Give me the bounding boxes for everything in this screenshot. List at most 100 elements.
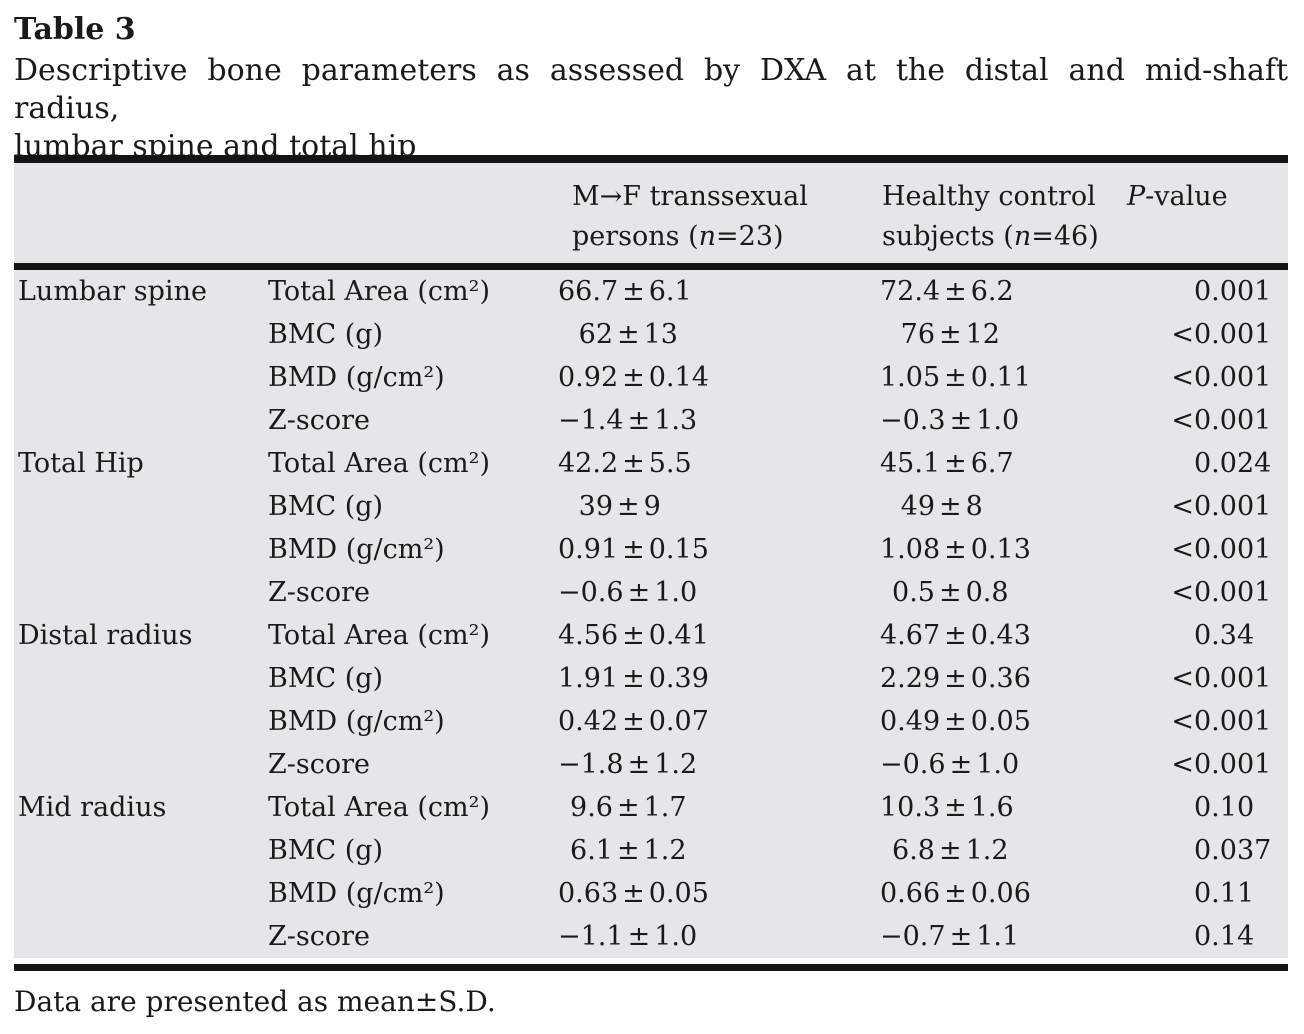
transsexual-value-cell: 9.6 ±1.7 [558,786,880,829]
mean-value: 42.2 [558,448,619,479]
mean-value: 1.05 [880,362,941,393]
pvalue: 0.001 [1194,491,1272,522]
site-cell [14,657,268,700]
column-header-parameter [268,177,558,263]
parameter-cell: Z-score [268,577,371,608]
sd-value: 0.06 [970,878,1031,909]
mean-value: −0.7 [880,921,946,952]
transsexual-value-cell: 0.42 ±0.07 [558,700,880,743]
plus-minus-sign: ± [622,362,645,393]
pvalue: 0.001 [1194,362,1272,393]
n-symbol: n [698,221,717,252]
pvalue: 0.001 [1194,749,1272,780]
table-row: Z-score −0.6 ±1.0 0.5 ±0.8 <0.001 [14,571,1288,614]
less-than-sign: < [1171,319,1194,350]
plus-minus-sign: ± [939,319,962,350]
pvalue-cell: <0.001 [1127,356,1288,399]
control-value-cell: 4.67 ±0.43 [880,614,1127,657]
sd-value: 0.05 [648,878,709,909]
pvalue: 0.34 [1194,620,1255,651]
control-value-cell: 0.66 ±0.06 [880,872,1127,915]
header-line: M→F transsexual [572,181,808,212]
table-row: Distal radius Total Area (cm²) 4.56 ±0.41… [14,614,1288,657]
table-row: Total Hip Total Area (cm²) 42.2 ±5.5 45.1… [14,442,1288,485]
sd-value: 1.2 [654,749,698,780]
mean-value: 9.6 [570,792,613,823]
table-row: BMD (g/cm²) 0.91 ±0.15 1.08 ±0.13 <0.001 [14,528,1288,571]
table-body: Lumbar spine Total Area (cm²) 66.7 ±6.1 7… [14,270,1288,958]
less-than-sign: < [1171,534,1194,565]
less-than-sign: < [1171,706,1194,737]
plus-minus-sign: ± [627,405,651,436]
pvalue-cell: 0.024 [1127,442,1288,485]
transsexual-value-cell: 62 ±13 [558,313,880,356]
table-row: BMC (g) 62 ±13 76 ±12 <0.001 [14,313,1288,356]
mean-value: 0.5 [892,577,935,608]
plus-minus-sign: ± [627,921,651,952]
sd-value: 0.14 [648,362,709,393]
table-label: Table 3 [14,12,136,47]
site-cell [14,485,268,528]
mean-value: −0.6 [880,749,946,780]
site-cell [14,399,268,442]
pvalue: 0.037 [1194,835,1272,866]
plus-minus-sign: ± [944,706,967,737]
header-text: =23) [716,221,784,252]
sd-value: 5.5 [648,448,692,479]
transsexual-value-cell: 1.91 ±0.39 [558,657,880,700]
mean-value: 10.3 [880,792,941,823]
pvalue-cell: 0.037 [1127,829,1288,872]
mean-value: −1.4 [558,405,624,436]
parameter-cell: Total Area (cm²) [268,276,491,307]
pvalue-cell: 0.11 [1127,872,1288,915]
header-line: persons (n=23) [572,217,880,257]
pvalue-cell: 0.14 [1127,915,1288,958]
site-cell [14,700,268,743]
plus-minus-sign: ± [939,835,962,866]
transsexual-value-cell: 0.92 ±0.14 [558,356,880,399]
sd-value: 8 [965,491,983,522]
pvalue-cell: <0.001 [1127,399,1288,442]
sd-value: 1.3 [654,405,698,436]
site-cell [14,915,268,958]
plus-minus-sign: ± [949,921,973,952]
column-header-control-group: Healthy control subjects (n=46) [880,177,1127,263]
mean-value: 6.8 [892,835,935,866]
table-row: Lumbar spine Total Area (cm²) 66.7 ±6.1 7… [14,270,1288,313]
transsexual-value-cell: −0.6 ±1.0 [558,571,880,614]
plus-minus-sign: ± [939,577,962,608]
data-table: M→F transsexual persons (n=23) Healthy c… [14,155,1288,971]
plus-minus-sign: ± [944,663,967,694]
plus-minus-sign: ± [622,276,645,307]
header-text: persons ( [572,221,699,252]
pvalue-cell: 0.34 [1127,614,1288,657]
plus-minus-sign: ± [622,706,645,737]
less-than-sign: < [1171,577,1194,608]
transsexual-value-cell: −1.4 ±1.3 [558,399,880,442]
plus-minus-sign: ± [627,577,651,608]
mean-value: 0.66 [880,878,941,909]
parameter-cell: BMD (g/cm²) [268,362,445,393]
parameter-cell: BMD (g/cm²) [268,878,445,909]
site-cell [14,571,268,614]
sd-value: 1.7 [643,792,687,823]
control-value-cell: 45.1 ±6.7 [880,442,1127,485]
parameter-cell: Z-score [268,921,371,952]
mean-value: −1.8 [558,749,624,780]
plus-minus-sign: ± [944,276,967,307]
parameter-cell: BMC (g) [268,663,384,694]
table-row: Z-score −1.4 ±1.3 −0.3 ±1.0 <0.001 [14,399,1288,442]
pvalue: 0.024 [1194,448,1272,479]
mean-value: 62 [578,319,613,350]
sd-value: 0.15 [648,534,709,565]
mean-value: −0.6 [558,577,624,608]
plus-minus-sign: ± [944,792,967,823]
sd-value: 0.05 [970,706,1031,737]
mean-value: 4.67 [880,620,941,651]
pvalue-cell: 0.001 [1127,270,1288,313]
table-row: BMC (g) 1.91 ±0.39 2.29 ±0.36 <0.001 [14,657,1288,700]
sd-value: 0.11 [970,362,1031,393]
control-value-cell: 76 ±12 [880,313,1127,356]
table-row: BMD (g/cm²) 0.63 ±0.05 0.66 ±0.06 0.11 [14,872,1288,915]
mean-value: 66.7 [558,276,619,307]
